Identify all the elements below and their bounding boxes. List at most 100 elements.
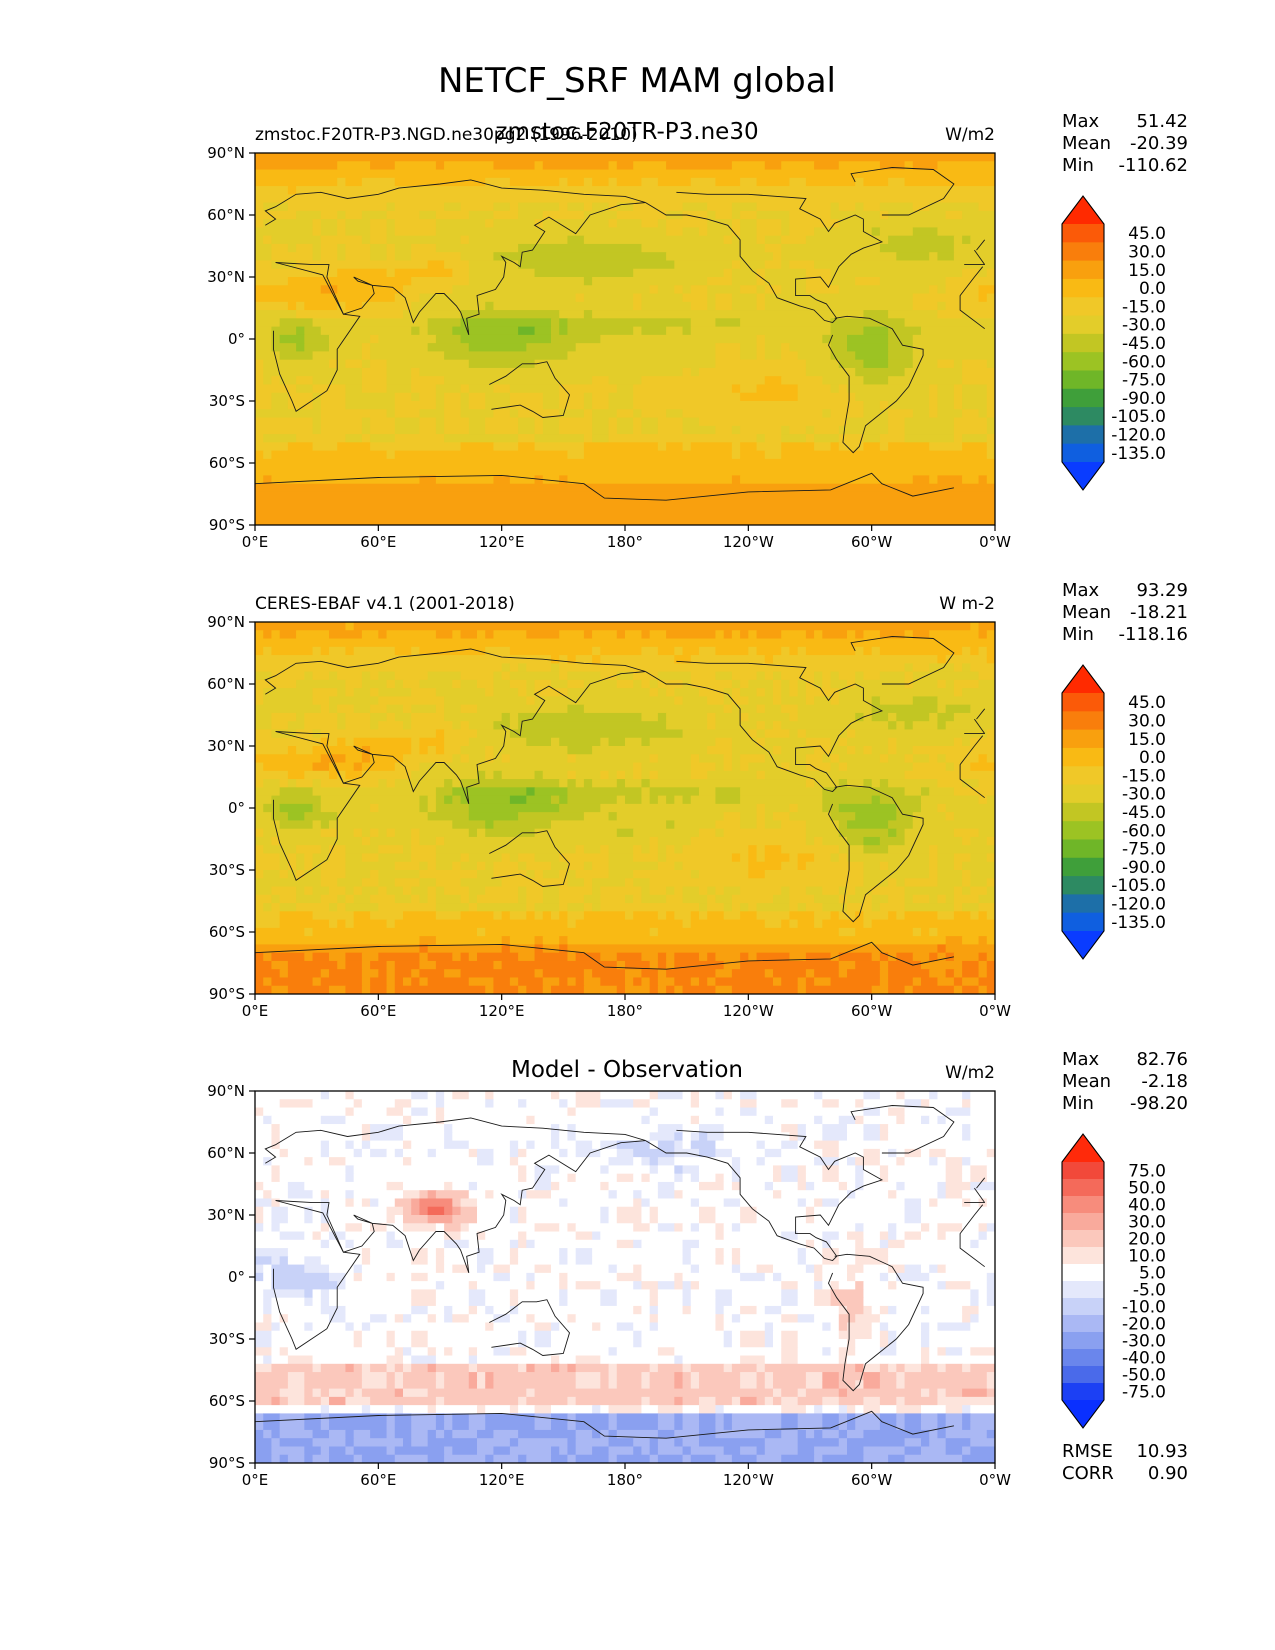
field-cell xyxy=(756,1380,766,1390)
field-cell xyxy=(962,1165,971,1175)
field-cell xyxy=(386,367,412,377)
field-cell xyxy=(468,1305,478,1315)
field-cell xyxy=(756,301,766,311)
field-cell xyxy=(337,737,347,747)
field-cell xyxy=(921,1215,995,1224)
field-cell xyxy=(468,425,486,435)
field-cell xyxy=(460,911,495,921)
field-cell xyxy=(855,1281,865,1290)
field-cell xyxy=(551,655,560,664)
field-cell xyxy=(764,1396,774,1406)
field-cell xyxy=(468,268,536,278)
field-cell xyxy=(386,1148,396,1158)
field-cell xyxy=(271,475,421,485)
field-cell xyxy=(756,219,782,228)
field-cell xyxy=(263,1314,273,1324)
field-cell xyxy=(723,1181,733,1191)
field-cell xyxy=(781,861,799,871)
field-cell xyxy=(978,671,995,681)
field-cell xyxy=(715,1140,758,1150)
field-cell xyxy=(953,712,995,722)
field-cell xyxy=(493,1322,536,1332)
field-cell xyxy=(970,1091,995,1100)
field-cell xyxy=(822,919,865,929)
field-cell xyxy=(518,210,544,220)
field-cell xyxy=(682,1372,692,1381)
field-cell xyxy=(575,1107,651,1117)
field-cell xyxy=(370,977,388,987)
field-cell xyxy=(657,754,692,764)
field-cell xyxy=(419,977,429,987)
field-cell xyxy=(518,442,536,452)
field-cell xyxy=(921,1264,930,1274)
field-cell xyxy=(394,252,412,262)
field-cell xyxy=(616,210,667,220)
field-cell xyxy=(896,1330,922,1340)
field-cell xyxy=(814,161,840,171)
field-cell xyxy=(723,1091,733,1100)
field-cell xyxy=(493,1099,519,1109)
field-cell xyxy=(633,1157,643,1166)
field-cell xyxy=(978,795,988,805)
field-cell xyxy=(715,1289,733,1299)
field-cell xyxy=(805,235,889,245)
field-cell xyxy=(896,1223,922,1233)
field-cell xyxy=(312,1297,322,1307)
field-cell xyxy=(863,1115,897,1125)
field-cell xyxy=(838,359,865,369)
field-cell xyxy=(814,434,840,443)
field-cell xyxy=(394,1231,445,1241)
field-cell xyxy=(583,878,593,888)
field-cell xyxy=(279,1396,289,1406)
field-cell xyxy=(460,318,552,328)
field-cell xyxy=(633,1264,643,1274)
field-cell xyxy=(682,293,708,303)
field-cell xyxy=(814,1157,840,1166)
field-cell xyxy=(460,969,536,979)
field-cell xyxy=(427,1405,437,1414)
field-cell xyxy=(271,1314,281,1324)
field-cell xyxy=(279,779,289,788)
field-cell xyxy=(419,870,478,879)
field-cell xyxy=(740,1215,758,1224)
map-axes: 0°E 60°E 120°E 180° 120°W 60°W 0°W90°N60°N30°N… xyxy=(207,1082,1011,1489)
field-cell xyxy=(468,1264,478,1274)
field-cell xyxy=(773,977,782,987)
field-cell xyxy=(674,1421,684,1431)
field-cell xyxy=(945,1173,963,1183)
field-cell xyxy=(962,475,980,485)
field-cell xyxy=(945,1429,988,1439)
colorbar-level-label: 40.0 xyxy=(1128,1196,1166,1216)
field-cell xyxy=(255,911,281,921)
field-cell xyxy=(444,1206,453,1216)
field-cell xyxy=(353,1239,388,1249)
field-cell xyxy=(814,442,832,452)
field-cell xyxy=(879,1339,889,1348)
field-cell xyxy=(781,688,791,697)
field-cell xyxy=(485,1264,495,1274)
field-cell xyxy=(567,1438,577,1448)
field-cell xyxy=(337,894,347,904)
field-cell xyxy=(838,1396,865,1406)
field-cell xyxy=(485,1099,495,1109)
colorbar: 45.030.015.00.0-15.0-30.0-45.0-60.0-75.0… xyxy=(1061,664,1166,960)
field-cell xyxy=(855,1157,881,1166)
field-cell xyxy=(756,770,766,780)
field-cell xyxy=(271,960,289,970)
field-cell xyxy=(838,762,848,772)
field-cell xyxy=(731,475,741,485)
field-cell xyxy=(715,318,741,328)
field-cell xyxy=(855,712,865,722)
field-cell xyxy=(699,1099,741,1109)
field-cell xyxy=(838,1429,848,1439)
field-cell xyxy=(353,737,412,747)
field-cell xyxy=(764,285,782,295)
field-cell xyxy=(756,729,766,739)
field-cell xyxy=(641,243,766,253)
field-cell xyxy=(386,1314,396,1324)
field-cell xyxy=(674,1413,684,1423)
field-cell xyxy=(896,828,906,838)
field-cell xyxy=(921,795,980,805)
field-cell xyxy=(345,1396,371,1406)
